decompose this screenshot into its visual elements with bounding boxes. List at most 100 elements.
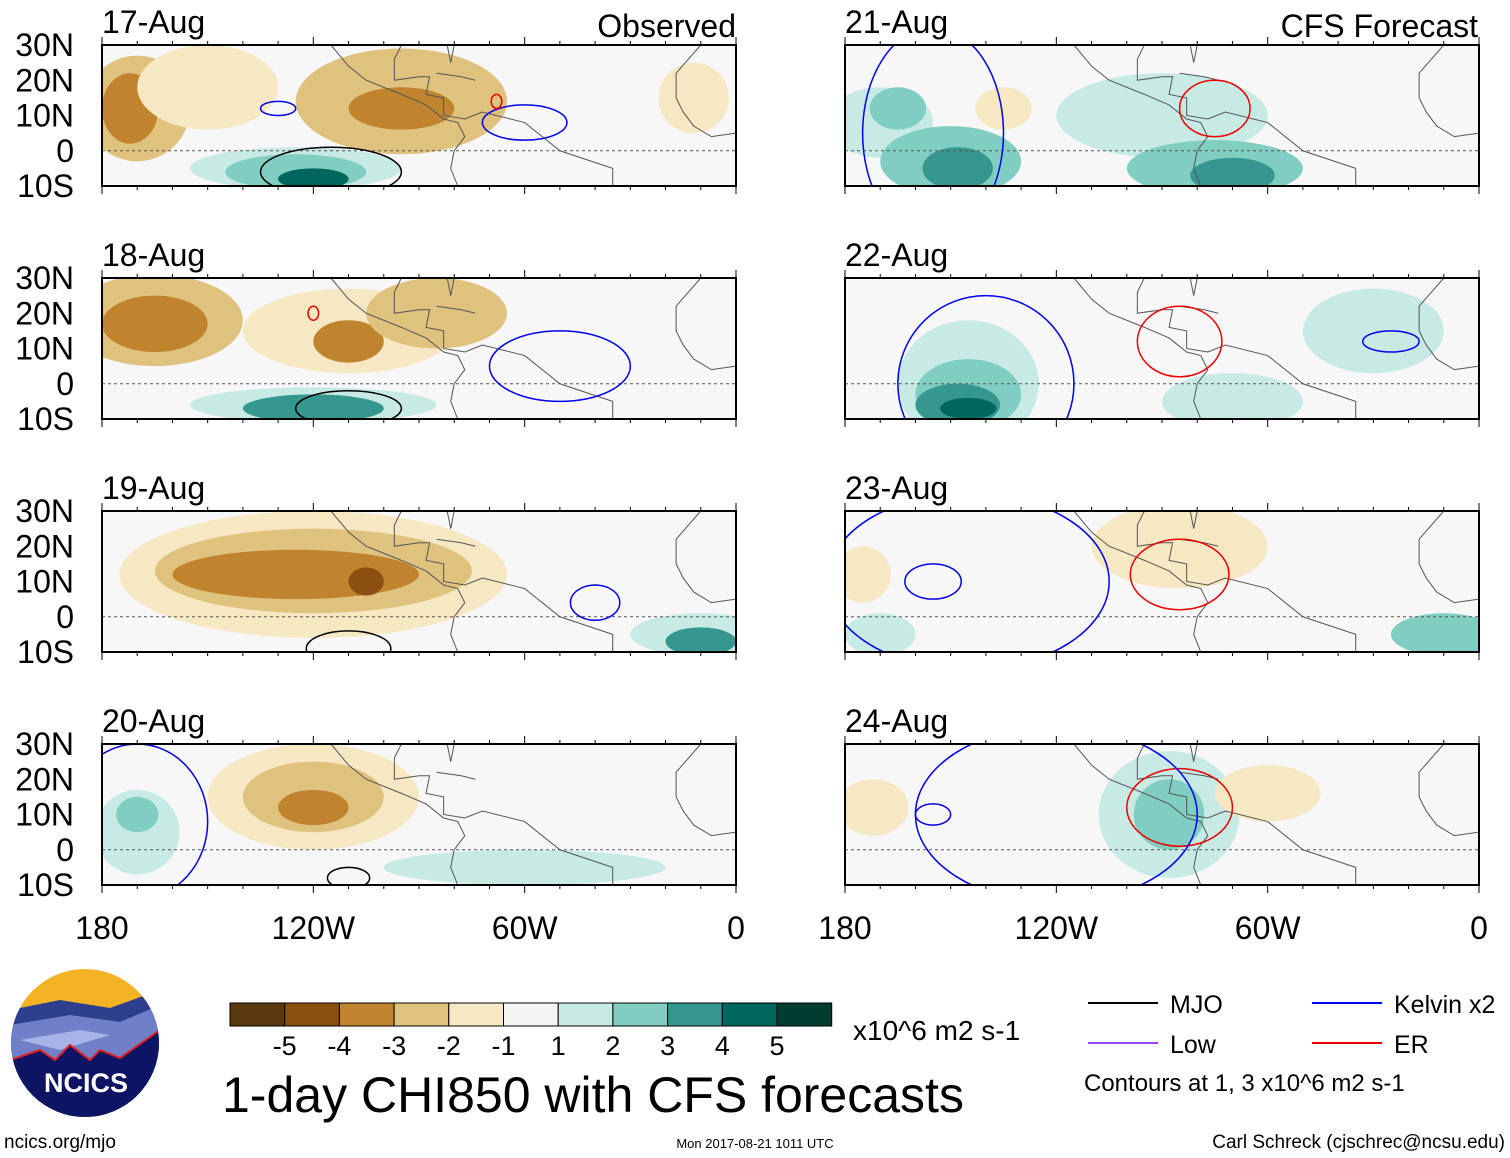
chi-anomaly-region [172, 549, 419, 600]
panel-date-label: 21-Aug [845, 4, 948, 40]
figure-title: 1-day CHI850 with CFS forecasts [222, 1067, 964, 1123]
chi-anomaly-region [869, 87, 927, 130]
contour [481, 104, 568, 141]
y-tick-label: 20N [15, 62, 74, 98]
chi-anomaly-region [137, 45, 279, 130]
coastline [436, 538, 476, 547]
chi-anomaly-region [383, 849, 666, 885]
colorbar-label: -5 [273, 1031, 297, 1061]
contour [1362, 330, 1420, 353]
chi-anomaly-region [1190, 157, 1275, 186]
map-panel-23-Aug: 23-Aug [844, 470, 1480, 660]
y-tick-label: 10S [17, 401, 74, 437]
contour [305, 630, 392, 652]
panel-date-label: 20-Aug [102, 703, 205, 739]
colorbar-swatch [667, 1002, 723, 1027]
colorbar-label: 5 [769, 1031, 784, 1061]
y-tick-label: 30N [15, 493, 74, 529]
contour [259, 100, 297, 117]
coastline [330, 45, 466, 186]
coastline [393, 278, 614, 419]
chi-anomaly-region [102, 295, 208, 353]
site-link[interactable]: ncics.org/mjo [4, 1132, 116, 1153]
y-tick-label: 20N [15, 528, 74, 564]
chi-anomaly-region [1302, 288, 1444, 374]
coastline [1189, 744, 1198, 762]
x-tick-label: 0 [1470, 910, 1488, 946]
contour [1126, 767, 1234, 847]
contour [904, 563, 962, 600]
coastline [1189, 511, 1198, 529]
legend-label: Kelvin x2 [1394, 991, 1495, 1019]
ncics-logo: NCICS [11, 969, 159, 1117]
contour [1129, 538, 1230, 611]
chi-anomaly-region [116, 796, 159, 833]
contour [569, 584, 621, 622]
coastline [446, 278, 455, 296]
chi-anomaly-region [348, 87, 455, 130]
contour [326, 866, 371, 885]
contour-note: Contours at 1, 3 x10^6 m2 s-1 [1084, 1070, 1405, 1097]
coastline [1073, 744, 1209, 885]
chi-anomaly-region [658, 62, 729, 134]
chi-anomaly-region [975, 87, 1032, 130]
panel-date-label: 24-Aug [845, 703, 948, 739]
panel-date-label: 17-Aug [102, 4, 205, 40]
legend-label: Low [1170, 1031, 1217, 1059]
contour [307, 305, 320, 322]
coastline [1189, 278, 1198, 296]
colorbar-swatch [448, 1002, 504, 1027]
y-tick-label: 10S [17, 867, 74, 903]
colorbar-label: -4 [327, 1031, 351, 1061]
coastline [675, 511, 736, 604]
chi-anomaly-region [313, 320, 384, 363]
chi-anomaly-region [278, 789, 349, 826]
coastline [436, 72, 476, 81]
chi-anomaly-region [1133, 779, 1205, 850]
panel-date-label: 23-Aug [845, 470, 948, 506]
colorbar-swatch [776, 1002, 833, 1027]
y-tick-label: 30N [15, 726, 74, 762]
y-tick-label: 20N [15, 761, 74, 797]
colorbar-swatch [338, 1002, 395, 1027]
contour [1178, 79, 1251, 138]
contour [259, 146, 403, 186]
contour [845, 511, 1110, 652]
chi-anomaly-region [1091, 511, 1268, 589]
y-tick-label: 10S [17, 168, 74, 204]
coastline [393, 511, 614, 652]
colorbar-swatch [503, 1002, 559, 1027]
chi-anomaly-region [922, 147, 993, 186]
chi-anomaly-region [278, 168, 349, 186]
coastline [1418, 511, 1479, 604]
map-panel-22-Aug: 22-Aug [844, 237, 1480, 427]
y-tick-label: 10N [15, 98, 74, 134]
colorbar-label: -2 [437, 1031, 461, 1061]
coastline [675, 278, 736, 371]
coastline [1418, 45, 1479, 138]
coastline [1136, 45, 1357, 186]
contour [861, 45, 1005, 186]
colorbar-label: 4 [715, 1031, 730, 1061]
chi-anomaly-region [366, 278, 508, 349]
legend-label: MJO [1170, 991, 1223, 1019]
chi-anomaly-region [348, 567, 384, 596]
colorbar-label: 1 [551, 1031, 566, 1061]
coastline [1073, 278, 1209, 419]
colorbar-label: 2 [605, 1031, 620, 1061]
coastline [1136, 278, 1357, 419]
colorbar-swatch [557, 1002, 614, 1027]
colorbar-label: -1 [491, 1031, 515, 1061]
chi-anomaly-region [1390, 613, 1479, 652]
chi-anomaly-region [845, 546, 891, 603]
units-label: x10^6 m2 s-1 [853, 1015, 1020, 1046]
colorbar-label: -3 [382, 1031, 406, 1061]
timestamp: Mon 2017-08-21 1011 UTC [676, 1136, 833, 1151]
map-panel-21-Aug: 21-Aug [844, 4, 1480, 194]
coastline [393, 45, 614, 186]
colorbar-swatch [229, 1002, 286, 1027]
contour [294, 390, 403, 419]
